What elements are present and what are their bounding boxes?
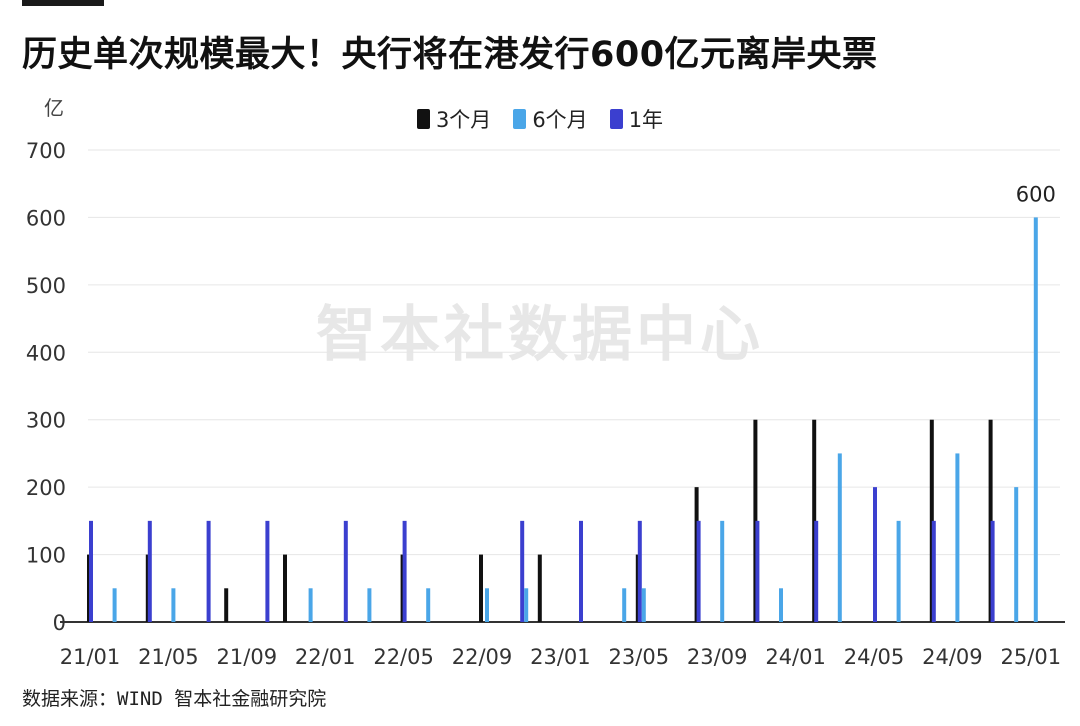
x-tick-label: 21/05 [138,645,199,669]
legend-label-1y: 1年 [628,108,664,132]
bar-m3 [537,554,542,622]
bar-y1 [206,520,211,622]
y-tick-label: 100 [26,544,66,568]
bar-y1 [931,520,936,622]
x-tick-label: 24/09 [922,645,983,669]
x-tick-label: 22/09 [452,645,513,669]
bar-y1 [990,520,995,622]
bar-m6 [641,588,646,622]
bar-y1 [637,520,642,622]
y-tick-label: 500 [26,274,66,298]
x-tick-label: 22/01 [295,645,356,669]
y-tick-label: 700 [26,139,66,163]
bar-y1 [579,520,583,622]
bar-y1 [343,520,348,622]
bar-m6 [955,453,960,622]
bar-y1 [520,520,525,622]
x-tick-label: 25/01 [1001,645,1062,669]
x-tick-label: 23/09 [687,645,748,669]
bar-m6 [1033,217,1038,622]
y-tick-label: 300 [26,409,66,433]
bar-m6 [308,588,313,622]
bar-m6 [426,588,431,622]
legend-swatch-6m [513,109,527,129]
source-note: 数据来源：WIND 智本社金融研究院 [22,688,327,710]
x-tick-label: 23/01 [530,645,591,669]
bar-y1 [873,487,877,622]
bar-m6 [720,520,725,622]
watermark: 智本社数据中心 [316,300,764,370]
legend-swatch-3m [416,109,430,129]
chart-title: 历史单次规模最大！央行将在港发行600亿元离岸央票 [22,35,878,75]
legend-label-6m: 6个月 [532,108,588,132]
bar-m3 [479,554,483,622]
x-tick-label: 24/05 [844,645,905,669]
bar-y1 [89,520,93,622]
x-tick-label: 24/01 [765,645,826,669]
bar-m6 [171,588,176,622]
bar-m6 [779,588,783,622]
y-tick-label: 200 [26,476,66,500]
bar-y1 [402,520,407,622]
legend-item-1y: 1年 [609,104,664,134]
x-tick-label: 23/05 [609,645,670,669]
title-accent-bar [22,0,104,6]
x-tick-label: 22/05 [373,645,434,669]
bar-y1 [814,520,819,622]
bar-y1 [696,520,701,622]
legend-swatch-1y [609,109,623,129]
bar-m6 [837,453,842,622]
legend-item-6m: 6个月 [513,104,588,134]
bar-m6 [896,520,901,622]
bar-m6 [485,588,489,622]
bar-m6 [622,588,627,622]
bar-y1 [147,520,152,622]
x-tick-label: 21/01 [60,645,121,669]
x-tick-label: 21/09 [217,645,278,669]
data-label: 600 [1016,182,1056,206]
bar-m6 [112,588,117,622]
legend-item-3m: 3个月 [416,104,492,134]
bar-y1 [265,520,270,622]
y-tick-label: 0 [53,611,66,635]
bar-m6 [524,588,529,622]
bar-m3 [283,554,287,622]
y-tick-label: 400 [26,341,66,365]
legend-label-3m: 3个月 [435,108,492,132]
chart-legend: 3个月 6个月 1年 [0,104,1080,134]
bar-y1 [755,520,760,622]
bar-m6 [367,588,372,622]
bar-m6 [1014,487,1019,622]
bar-m3 [224,588,229,622]
y-axis-unit-label: 亿 [44,96,64,120]
y-tick-label: 600 [26,206,66,230]
